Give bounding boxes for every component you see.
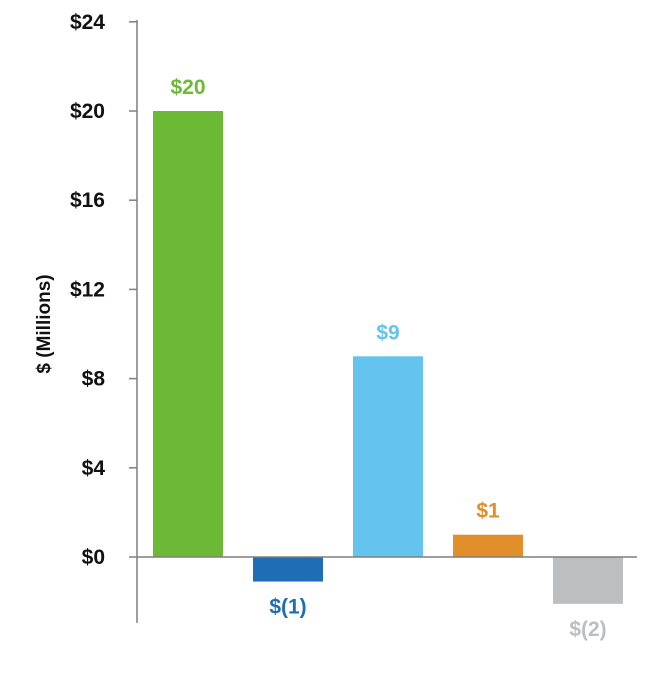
data-label-2: $(1)	[269, 596, 306, 619]
bar-4	[453, 534, 523, 557]
y-tick-label: $0	[82, 546, 105, 569]
bar-1	[153, 111, 223, 557]
y-tick-label: $4	[82, 457, 106, 480]
data-label-1: $20	[170, 76, 205, 99]
data-labels: $20 $(1) $9 $1 $(2)	[170, 76, 606, 641]
bar-2	[253, 557, 323, 582]
data-label-3: $9	[376, 321, 399, 344]
y-tick-label: $20	[70, 100, 105, 123]
y-axis-title: $ (Millions)	[34, 274, 55, 373]
axis-layer	[136, 20, 637, 623]
y-tick-label: $24	[70, 11, 105, 34]
bar-3	[353, 356, 423, 557]
bars-layer	[153, 111, 623, 604]
y-ticks: $0 $4 $8 $12 $16 $20 $24	[70, 11, 137, 569]
y-tick-label: $16	[70, 189, 105, 212]
bar-5	[553, 557, 623, 604]
data-label-5: $(2)	[569, 618, 606, 641]
y-tick-label: $12	[70, 278, 105, 301]
data-label-4: $1	[476, 500, 500, 523]
y-tick-label: $8	[82, 368, 106, 391]
